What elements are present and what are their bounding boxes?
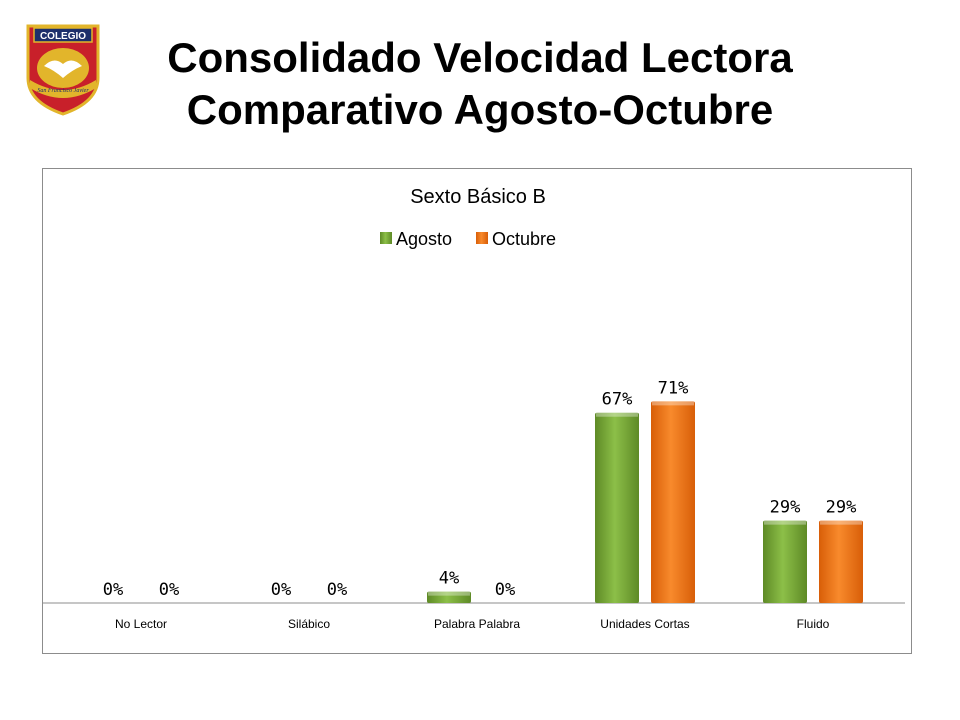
bar-octubre-3 — [651, 401, 695, 603]
category-label-2: Palabra Palabra — [434, 617, 520, 631]
category-label-1: Silábico — [288, 617, 330, 631]
data-label-agosto-4: 29% — [770, 498, 801, 518]
category-label-0: No Lector — [115, 617, 167, 631]
slide-title-line-1: Consolidado Velocidad Lectora — [167, 34, 793, 81]
logo-motto: San Francisco Javier — [37, 88, 89, 94]
school-crest-logo: COLEGIO San Francisco Javier — [22, 22, 104, 116]
bar-chart: Sexto Básico B Agosto Octubre 0% 0% 0% 0%4%0… — [43, 186, 905, 631]
legend-label-octubre: Octubre — [492, 229, 556, 249]
bar-agosto-4 — [763, 520, 807, 603]
data-label-agosto-3: 67% — [602, 390, 633, 410]
bar-highlight — [428, 591, 470, 596]
data-label-agosto-2: 4% — [439, 569, 459, 589]
bar-highlight — [820, 520, 862, 525]
data-label-octubre-4: 29% — [826, 498, 857, 518]
category-label-3: Unidades Cortas — [600, 617, 689, 631]
bars-group — [427, 401, 863, 603]
data-label-agosto-1: 0% — [271, 580, 291, 600]
legend-label-agosto: Agosto — [396, 229, 452, 249]
data-label-agosto-0: 0% — [103, 580, 123, 600]
bar-octubre-4 — [819, 520, 863, 603]
logo-label: COLEGIO — [40, 31, 86, 42]
legend-swatch-agosto — [380, 232, 392, 244]
legend-swatch-octubre — [476, 232, 488, 244]
slide-title-line-2: Comparativo Agosto-Octubre — [186, 86, 774, 133]
slide-title: Consolidado Velocidad Lectora Comparativ… — [120, 32, 840, 136]
bar-agosto-3 — [595, 412, 639, 603]
data-labels-group: 0% 0% 0% 0% 4% 0% 67% 71% 29% 29% — [103, 378, 857, 600]
bar-highlight — [652, 401, 694, 406]
bar-highlight — [764, 520, 806, 525]
chart-title: Sexto Básico B — [410, 186, 546, 208]
category-labels-group: No Lector Silábico Palabra Palabra Unidades… — [115, 617, 830, 631]
chart-area: Sexto Básico B Agosto Octubre 0% 0% 0% 0% 4% 0… — [42, 168, 912, 654]
bar-agosto-2 — [427, 591, 471, 603]
data-label-octubre-3: 71% — [658, 378, 689, 398]
data-label-octubre-2: 0% — [495, 580, 515, 600]
category-label-4: Fluido — [797, 617, 830, 631]
data-label-octubre-1: 0% — [327, 580, 347, 600]
data-label-octubre-0: 0% — [159, 580, 179, 600]
chart-legend: Agosto Octubre — [380, 229, 556, 249]
bar-highlight — [596, 412, 638, 417]
